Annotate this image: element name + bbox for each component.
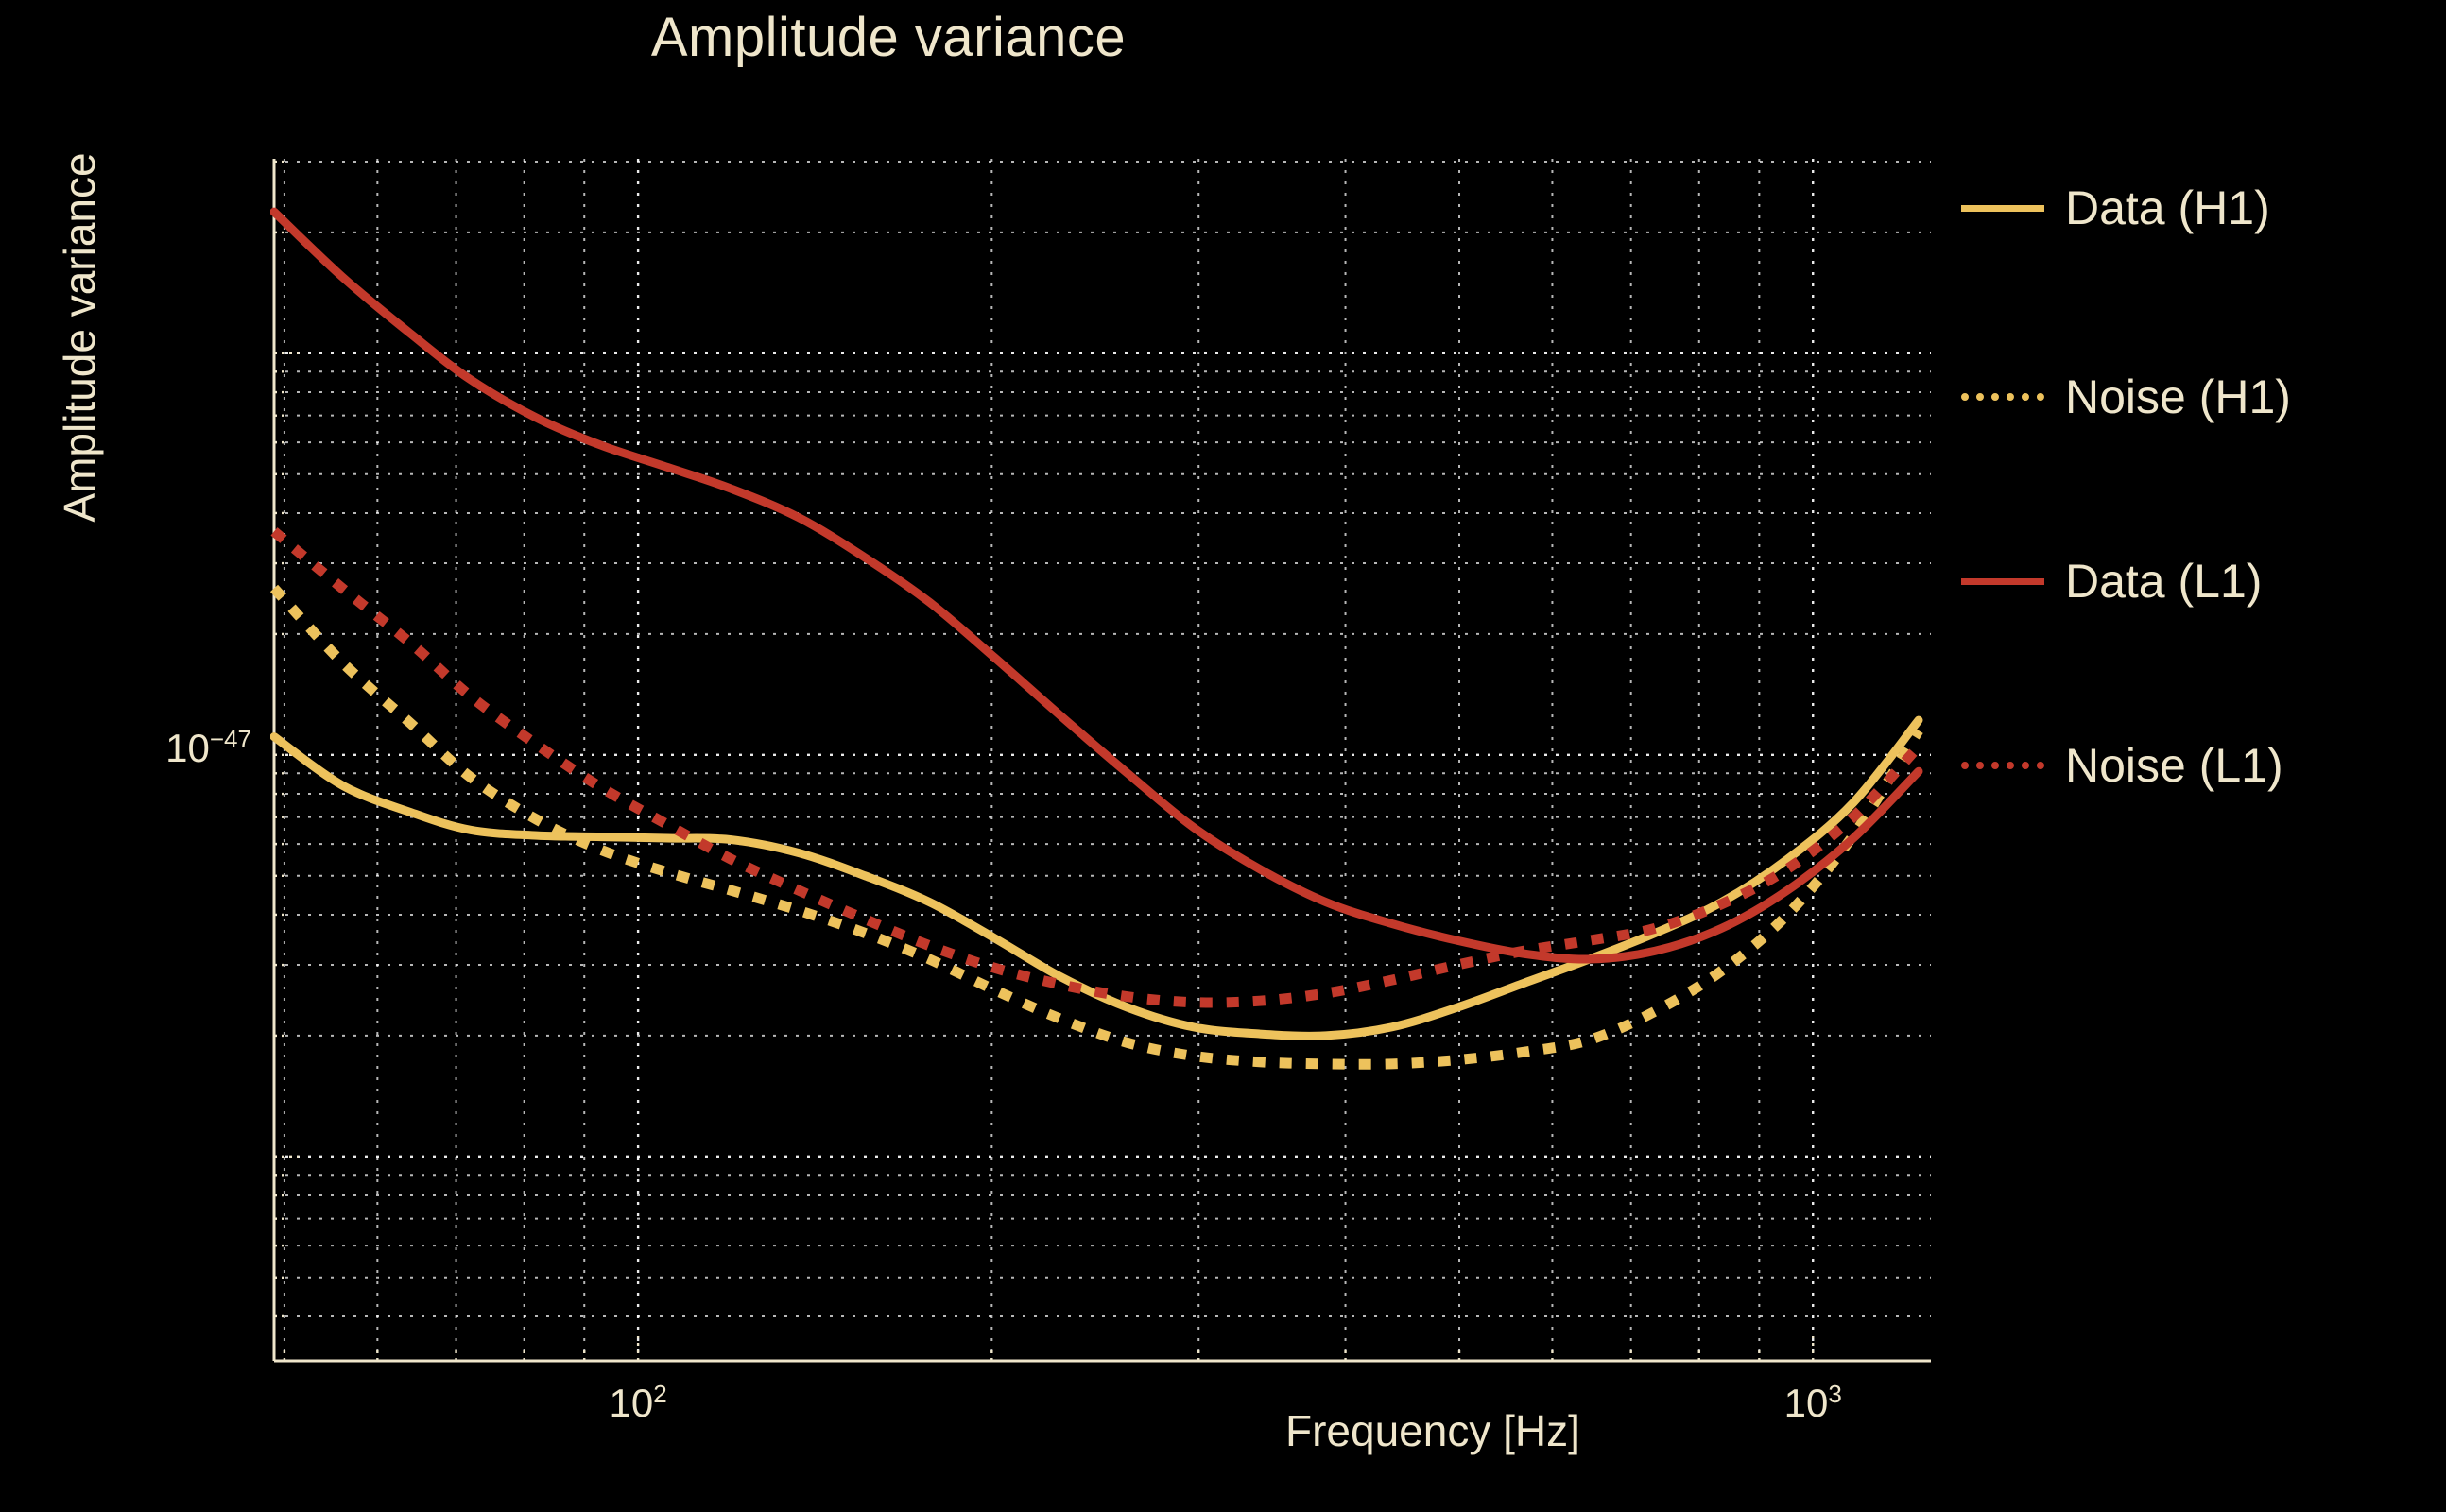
legend-swatch-dotted-icon	[1961, 762, 2044, 769]
y-tick-label: 10−47	[165, 724, 251, 770]
x-axis-label: Frequency [Hz]	[1285, 1406, 1580, 1455]
x-tick-label: 103	[1783, 1380, 1842, 1425]
tick-marks	[274, 160, 1815, 1361]
data-series	[270, 207, 1923, 1070]
chart-legend: Data (H1) Noise (H1) Data (L1) Noise (L1)	[1961, 142, 2434, 1276]
legend-label: Data (L1)	[2065, 555, 2263, 608]
legend-item[interactable]: Noise (L1)	[1961, 732, 2283, 799]
gridlines	[274, 159, 1931, 1361]
y-axis-label: Amplitude variance	[55, 152, 104, 523]
series-line	[270, 207, 1923, 964]
axis-spines	[272, 159, 1931, 1363]
legend-label: Data (H1)	[2065, 181, 2270, 234]
legend-item[interactable]: Noise (H1)	[1961, 364, 2291, 430]
page-title: Amplitude variance	[650, 7, 1127, 68]
plot-canvas	[270, 159, 1931, 1363]
legend-swatch-solid-icon	[1961, 204, 2044, 212]
x-tick-label: 102	[609, 1380, 667, 1425]
legend-item[interactable]: Data (H1)	[1961, 175, 2270, 241]
legend-swatch-solid-icon	[1961, 577, 2044, 585]
legend-swatch-dotted-icon	[1961, 393, 2044, 401]
legend-item[interactable]: Data (L1)	[1961, 548, 2262, 614]
legend-label: Noise (H1)	[2065, 370, 2291, 423]
legend-label: Noise (L1)	[2065, 739, 2283, 792]
plot-area	[270, 159, 1931, 1363]
series-line	[270, 527, 1923, 1008]
series-line	[270, 584, 1923, 1070]
